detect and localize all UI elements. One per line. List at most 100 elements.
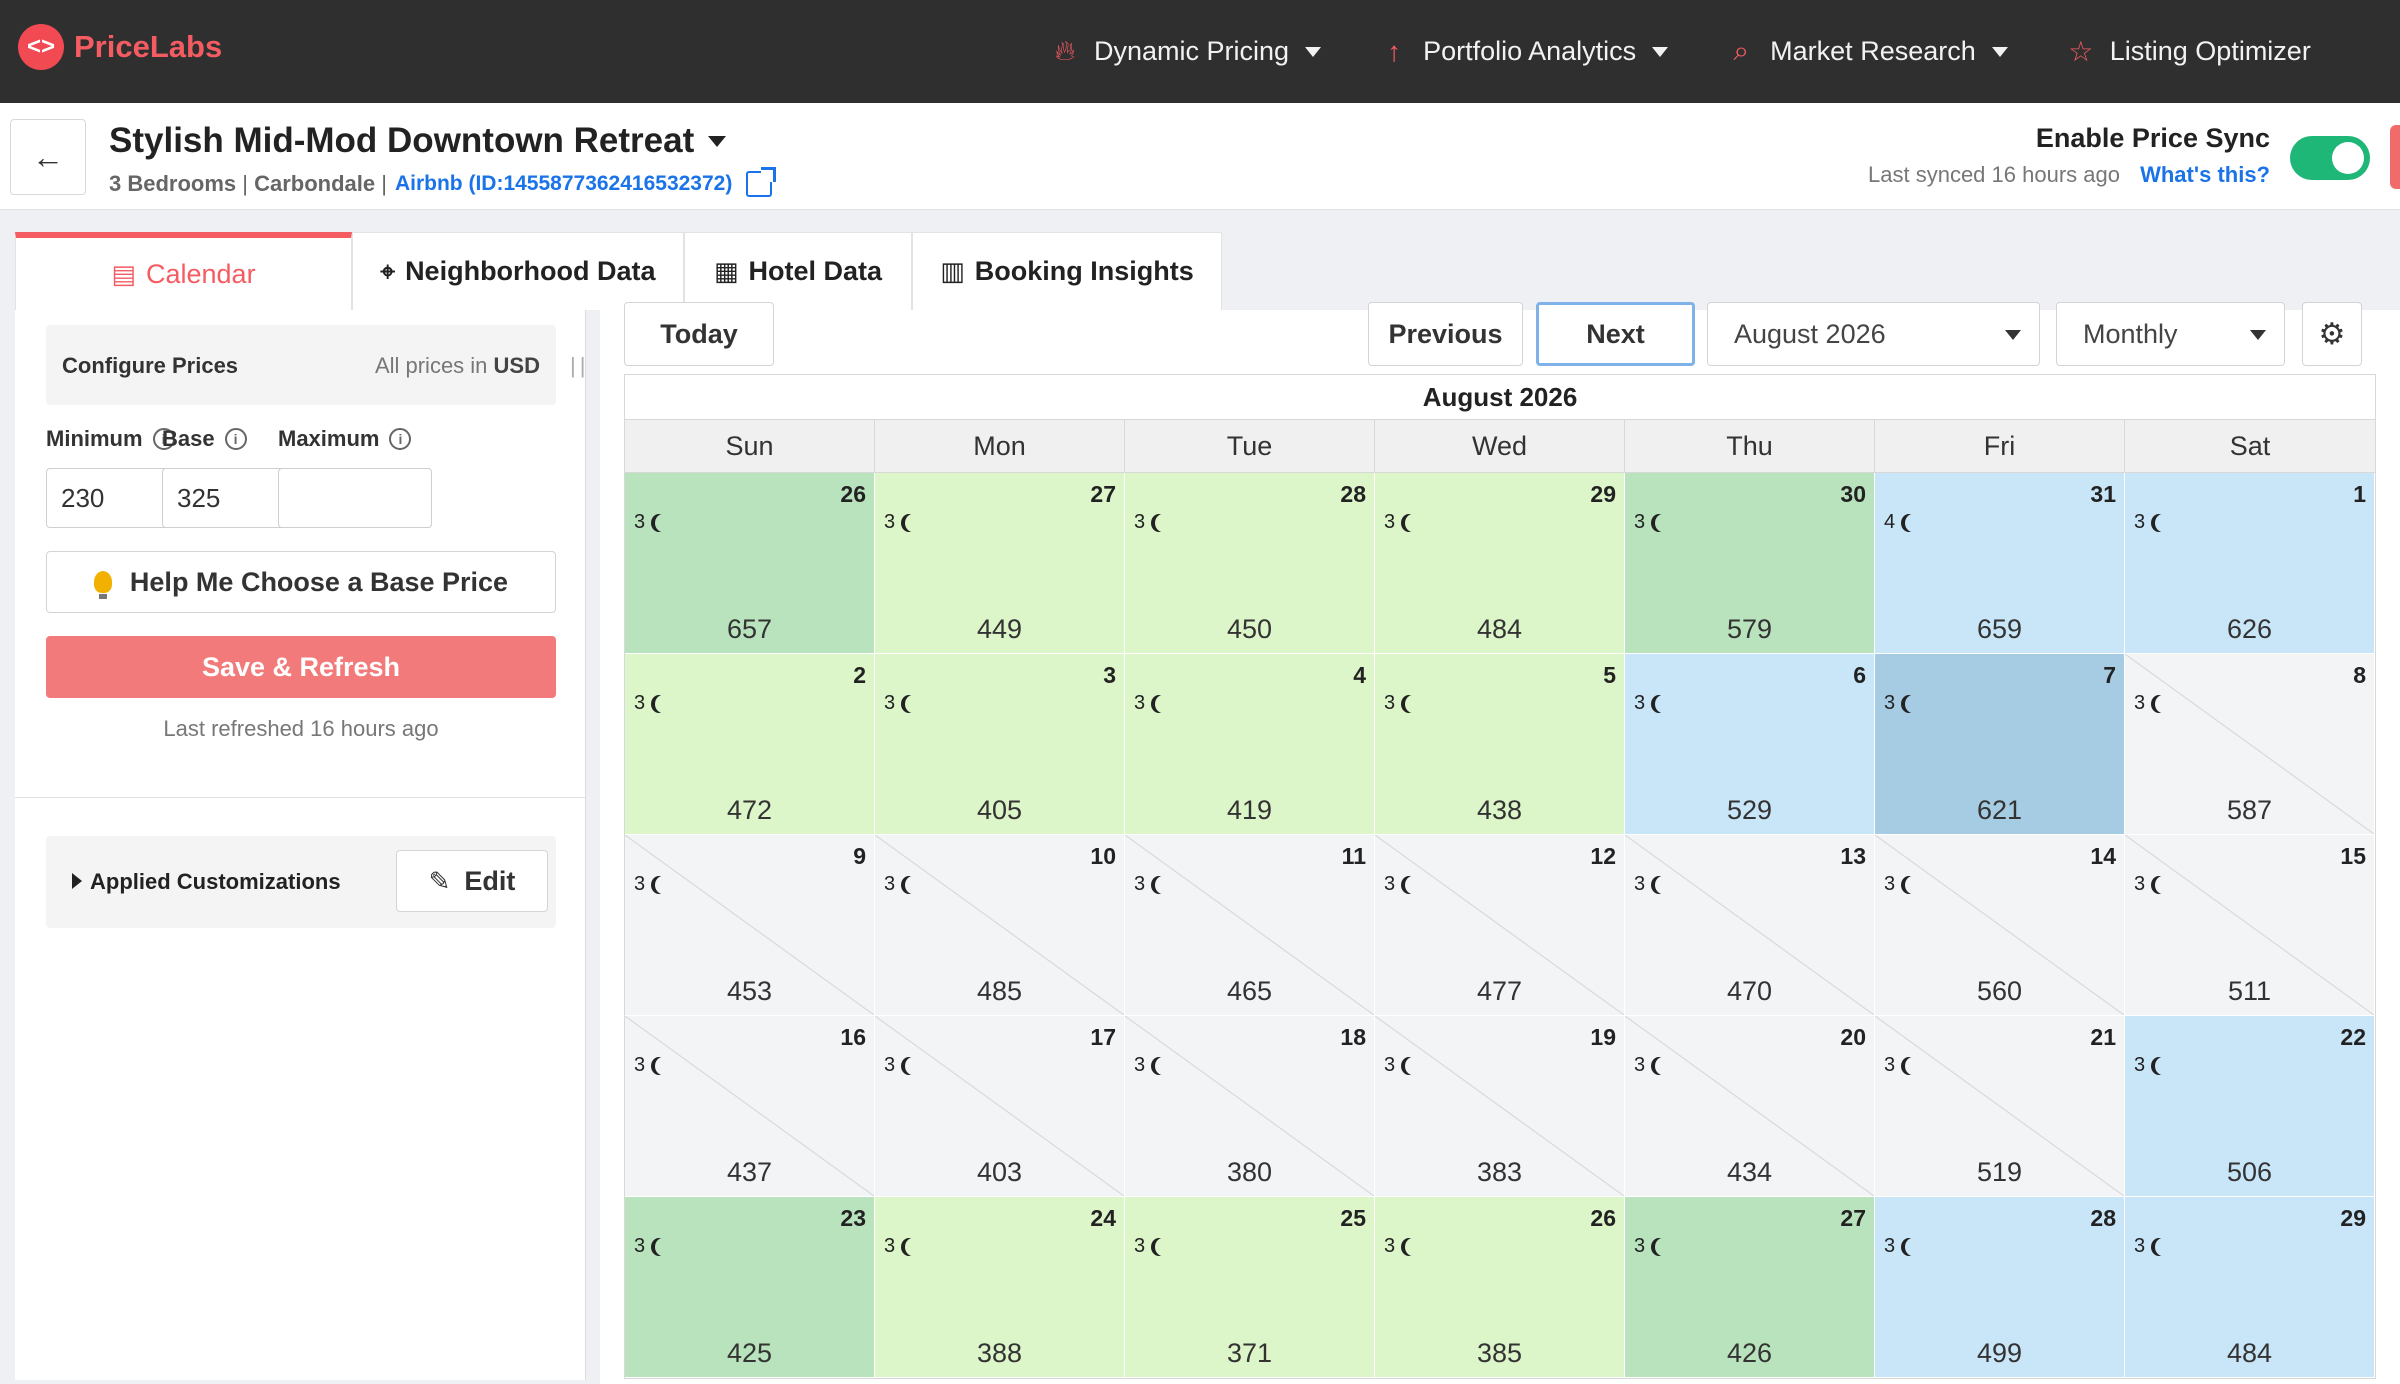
day-number: 3 bbox=[1103, 662, 1116, 688]
airbnb-link[interactable]: Airbnb (ID:1455877362416532372) bbox=[394, 172, 733, 195]
listing-selector[interactable]: Stylish Mid-Mod Downtown Retreat bbox=[109, 121, 727, 161]
day-number: 26 bbox=[840, 481, 866, 507]
calendar-day-cell[interactable]: 9 3 453 bbox=[625, 835, 875, 1016]
weekday-label: Sun bbox=[625, 420, 875, 472]
calendar-day-cell[interactable]: 30 3 579 bbox=[1625, 473, 1875, 654]
calendar-day-cell[interactable]: 16 3 437 bbox=[625, 1016, 875, 1197]
calendar-day-cell[interactable]: 26 3 657 bbox=[625, 473, 875, 654]
day-price: 519 bbox=[1976, 1157, 2023, 1187]
day-number: 23 bbox=[840, 1205, 866, 1231]
nav-portfolio-analytics[interactable]: ↑ Portfolio Analytics bbox=[1379, 36, 1669, 67]
calendar-day-cell[interactable]: 26 3 385 bbox=[1375, 1197, 1625, 1378]
calendar-day-cell[interactable]: 2 3 472 bbox=[625, 654, 875, 835]
tab-calendar[interactable]: ▤ Calendar bbox=[15, 232, 352, 310]
day-number: 28 bbox=[2090, 1205, 2116, 1231]
calendar-day-cell[interactable]: 22 3 506 bbox=[2125, 1016, 2375, 1197]
base-label-text: Base bbox=[162, 426, 215, 451]
nav-dynamic-pricing[interactable]: 🔥︎ Dynamic Pricing bbox=[1050, 35, 1322, 67]
calendar-day-cell[interactable]: 6 3 529 bbox=[1625, 654, 1875, 835]
minimum-label-text: Minimum bbox=[46, 426, 143, 451]
sync-now-button[interactable] bbox=[2390, 125, 2400, 189]
brand[interactable]: <> PriceLabs bbox=[18, 24, 222, 70]
listing-title: Stylish Mid-Mod Downtown Retreat bbox=[109, 121, 695, 160]
day-price: 419 bbox=[1226, 795, 1273, 825]
chevron-down-icon bbox=[1991, 46, 2008, 57]
external-link-icon[interactable] bbox=[746, 167, 777, 197]
calendar-day-cell[interactable]: 13 3 470 bbox=[1625, 835, 1875, 1016]
today-button[interactable]: Today bbox=[624, 302, 774, 366]
min-stay: 3 bbox=[634, 873, 667, 896]
back-button[interactable]: ← bbox=[10, 119, 86, 195]
info-icon[interactable]: i bbox=[389, 428, 412, 450]
calendar-settings-button[interactable]: ⚙ bbox=[2302, 302, 2362, 366]
min-stay-nights: 4 bbox=[1884, 511, 1896, 533]
calendar-day-cell[interactable]: 12 3 477 bbox=[1375, 835, 1625, 1016]
unavailable-slash bbox=[875, 835, 1124, 1015]
calendar-day-cell[interactable]: 24 3 388 bbox=[875, 1197, 1125, 1378]
caret-right-icon[interactable] bbox=[72, 873, 82, 889]
calendar-day-cell[interactable]: 29 3 484 bbox=[2125, 1197, 2375, 1378]
view-select[interactable]: Monthly bbox=[2056, 302, 2285, 366]
min-stay: 3 bbox=[2134, 1054, 2167, 1077]
applied-customizations-label[interactable]: Applied Customizations bbox=[90, 869, 341, 894]
calendar-day-cell[interactable]: 5 3 438 bbox=[1375, 654, 1625, 835]
calendar-day-cell[interactable]: 18 3 380 bbox=[1125, 1016, 1375, 1197]
tab-hotel-data[interactable]: ▦ Hotel Data bbox=[684, 232, 912, 310]
month-select[interactable]: August 2026 bbox=[1707, 302, 2040, 366]
day-number: 28 bbox=[1340, 481, 1366, 507]
calendar-day-cell[interactable]: 11 3 465 bbox=[1125, 835, 1375, 1016]
min-stay: 3 bbox=[1884, 1235, 1917, 1258]
calendar-day-cell[interactable]: 21 3 519 bbox=[1875, 1016, 2125, 1197]
sync-status: Last synced 16 hours ago What's this? bbox=[1868, 162, 2270, 188]
calendar-day-cell[interactable]: 4 3 419 bbox=[1125, 654, 1375, 835]
moon-icon bbox=[1655, 514, 1671, 532]
calendar-day-cell[interactable]: 1 3 626 bbox=[2125, 473, 2375, 654]
calendar-day-cell[interactable]: 29 3 484 bbox=[1375, 473, 1625, 654]
calendar-day-cell[interactable]: 23 3 425 bbox=[625, 1197, 875, 1378]
day-number: 2 bbox=[853, 662, 866, 688]
calendar-day-cell[interactable]: 15 3 511 bbox=[2125, 835, 2375, 1016]
price-sync-toggle[interactable] bbox=[2290, 136, 2370, 180]
moon-icon bbox=[1155, 1057, 1171, 1075]
help-choose-base-price-button[interactable]: Help Me Choose a Base Price bbox=[46, 551, 556, 613]
min-stay: 3 bbox=[884, 692, 917, 715]
nav-listing-optimizer[interactable]: ☆ Listing Optimizer bbox=[2066, 36, 2311, 67]
building-icon: ▦ bbox=[713, 256, 739, 286]
calendar-day-cell[interactable]: 3 3 405 bbox=[875, 654, 1125, 835]
calendar-day-cell[interactable]: 8 3 587 bbox=[2125, 654, 2375, 835]
calendar-day-cell[interactable]: 20 3 434 bbox=[1625, 1016, 1875, 1197]
moon-icon bbox=[905, 1238, 921, 1256]
min-stay-nights: 3 bbox=[634, 1054, 646, 1076]
whats-this-link[interactable]: What's this? bbox=[2140, 162, 2270, 187]
gear-icon: ⚙ bbox=[2318, 317, 2346, 351]
search-chart-icon: ⌕ bbox=[1733, 35, 1750, 66]
unavailable-slash bbox=[2125, 654, 2374, 834]
calendar-day-cell[interactable]: 17 3 403 bbox=[875, 1016, 1125, 1197]
tab-booking-insights[interactable]: ▥ Booking Insights bbox=[912, 232, 1222, 310]
calendar-day-cell[interactable]: 25 3 371 bbox=[1125, 1197, 1375, 1378]
day-number: 6 bbox=[1853, 662, 1866, 688]
chevron-down-icon bbox=[1652, 46, 1669, 57]
calendar-day-cell[interactable]: 28 3 499 bbox=[1875, 1197, 2125, 1378]
info-icon[interactable]: i bbox=[224, 428, 247, 450]
next-button[interactable]: Next bbox=[1536, 302, 1695, 366]
edit-customizations-button[interactable]: ✎ Edit bbox=[396, 850, 548, 912]
day-number: 21 bbox=[2090, 1024, 2116, 1050]
moon-icon bbox=[655, 514, 671, 532]
calendar-day-cell[interactable]: 27 3 449 bbox=[875, 473, 1125, 654]
calendar-day-cell[interactable]: 7 3 621 bbox=[1875, 654, 2125, 835]
tab-neighborhood-data[interactable]: ⌖ Neighborhood Data bbox=[352, 232, 684, 310]
save-refresh-button[interactable]: Save & Refresh bbox=[46, 636, 556, 698]
maximum-price-input[interactable] bbox=[278, 468, 432, 528]
calendar-day-cell[interactable]: 19 3 383 bbox=[1375, 1016, 1625, 1197]
info-icon[interactable]: i bbox=[152, 428, 175, 450]
nav-market-research[interactable]: ⌕ Market Research bbox=[1726, 35, 2008, 67]
previous-button[interactable]: Previous bbox=[1368, 302, 1523, 366]
calendar-day-cell[interactable]: 27 3 426 bbox=[1625, 1197, 1875, 1378]
calendar-day-cell[interactable]: 14 3 560 bbox=[1875, 835, 2125, 1016]
calendar-day-cell[interactable]: 31 4 659 bbox=[1875, 473, 2125, 654]
calendar-day-cell[interactable]: 28 3 450 bbox=[1125, 473, 1375, 654]
calendar-day-cell[interactable]: 10 3 485 bbox=[875, 835, 1125, 1016]
min-stay-nights: 3 bbox=[634, 511, 646, 533]
day-number: 4 bbox=[1353, 662, 1366, 688]
